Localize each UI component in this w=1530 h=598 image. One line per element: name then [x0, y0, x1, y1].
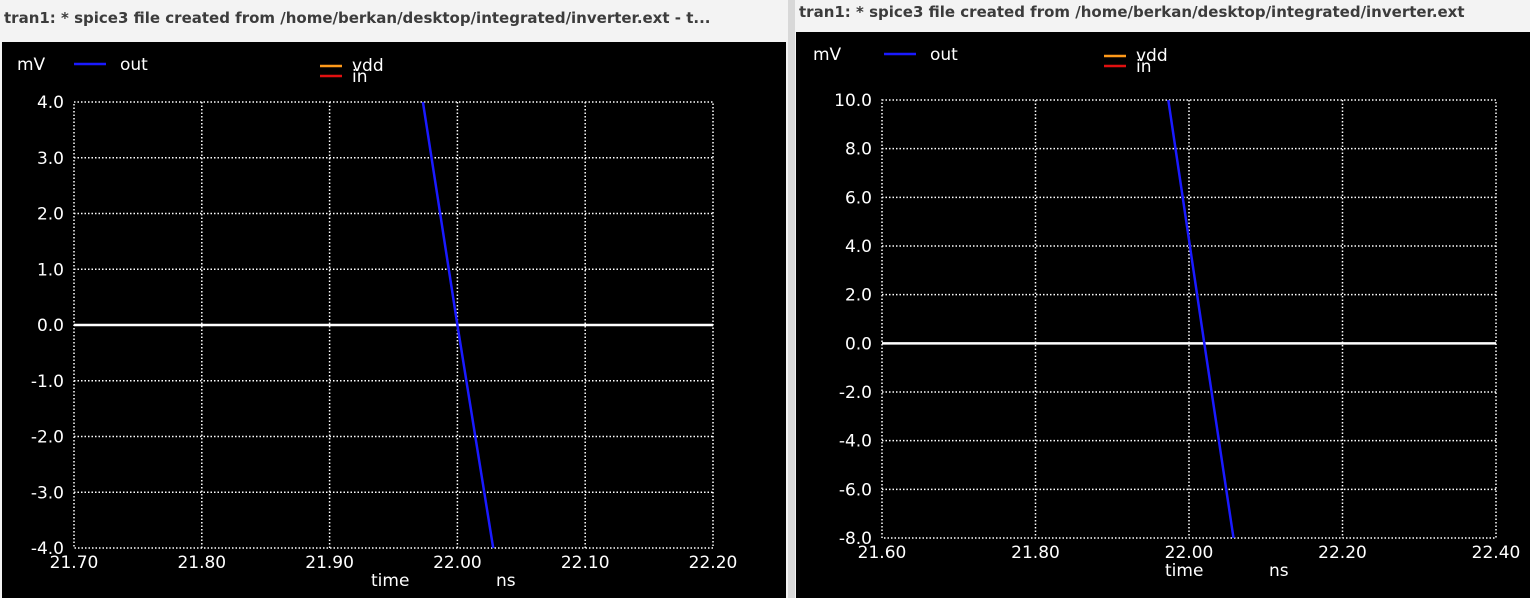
- series-line-out: [421, 101, 495, 549]
- legend-label-in: in: [352, 67, 368, 87]
- y-tick-label: 3.0: [37, 149, 64, 169]
- y-tick-label: 6.0: [845, 188, 872, 208]
- x-axis-label: time: [1165, 561, 1203, 581]
- y-tick-label: 0.0: [37, 316, 64, 336]
- x-tick-label: 22.10: [561, 553, 610, 573]
- y-tick-label: 4.0: [37, 93, 64, 113]
- plot-window-left: tran1: * spice3 file created from /home/…: [2, 9, 786, 598]
- y-tick-label: -1.0: [31, 372, 64, 392]
- series-line-out: [1167, 99, 1235, 539]
- y-unit-label: mV: [813, 45, 842, 65]
- legend-label-vdd: vdd: [1136, 46, 1168, 66]
- x-axis-label: time: [371, 571, 409, 591]
- x-tick-label: 21.80: [177, 553, 226, 573]
- y-tick-label: -6.0: [839, 480, 872, 500]
- y-tick-label: -4.0: [839, 432, 872, 452]
- x-tick-label: 22.20: [689, 553, 738, 573]
- y-tick-label: -8.0: [839, 529, 872, 549]
- x-tick-label: 22.20: [1318, 543, 1367, 563]
- legend-label-out: out: [930, 45, 958, 65]
- y-tick-label: -3.0: [31, 483, 64, 503]
- x-tick-label: 22.00: [433, 553, 482, 573]
- y-tick-label: 2.0: [845, 286, 872, 306]
- y-tick-label: -2.0: [839, 383, 872, 403]
- legend-label-out: out: [120, 55, 148, 75]
- y-tick-label: 2.0: [37, 205, 64, 225]
- x-tick-label: 21.90: [305, 553, 354, 573]
- y-tick-label: -4.0: [31, 539, 64, 559]
- legend-label-in: in: [1136, 57, 1152, 77]
- y-tick-label: 1.0: [37, 260, 64, 280]
- y-unit-label: mV: [17, 55, 46, 75]
- x-tick-label: 22.00: [1165, 543, 1214, 563]
- chart-svg: 21.70 21.80 21.90 22.00 22.10 22.20 4.0 3.0 2.0 1…: [17, 55, 738, 591]
- y-tick-label: 8.0: [845, 140, 872, 160]
- window-title[interactable]: tran1: * spice3 file created from /home/…: [4, 9, 711, 27]
- chart-svg: 21.60 21.80 22.00 22.20 22.40 10.0 8.0 6.0 4.0 2.…: [813, 45, 1521, 581]
- y-tick-label: 10.0: [834, 91, 872, 111]
- window-divider: [788, 0, 795, 598]
- y-tick-label: 0.0: [845, 334, 872, 354]
- legend-label-vdd: vdd: [352, 56, 384, 76]
- y-tick-label: 4.0: [845, 237, 872, 257]
- y-tick-label: -2.0: [31, 428, 64, 448]
- x-tick-label: 21.60: [858, 543, 907, 563]
- x-axis-unit-label: ns: [496, 571, 516, 591]
- x-tick-label: 21.80: [1011, 543, 1060, 563]
- plot-area: 21.60 21.80 22.00 22.20 22.40 10.0 8.0 6.0 4.0 2.…: [796, 32, 1530, 598]
- plot-window-right: tran1: * spice3 file created from /home/…: [795, 0, 1530, 598]
- x-tick-label: 21.70: [50, 553, 99, 573]
- window-title[interactable]: tran1: * spice3 file created from /home/…: [799, 3, 1465, 21]
- x-tick-label: 22.40: [1472, 543, 1521, 563]
- plot-frame: [881, 99, 1497, 539]
- plot-area: 21.70 21.80 21.90 22.00 22.10 22.20 4.0 3.0 2.0 1…: [2, 42, 786, 598]
- x-axis-unit-label: ns: [1269, 561, 1289, 581]
